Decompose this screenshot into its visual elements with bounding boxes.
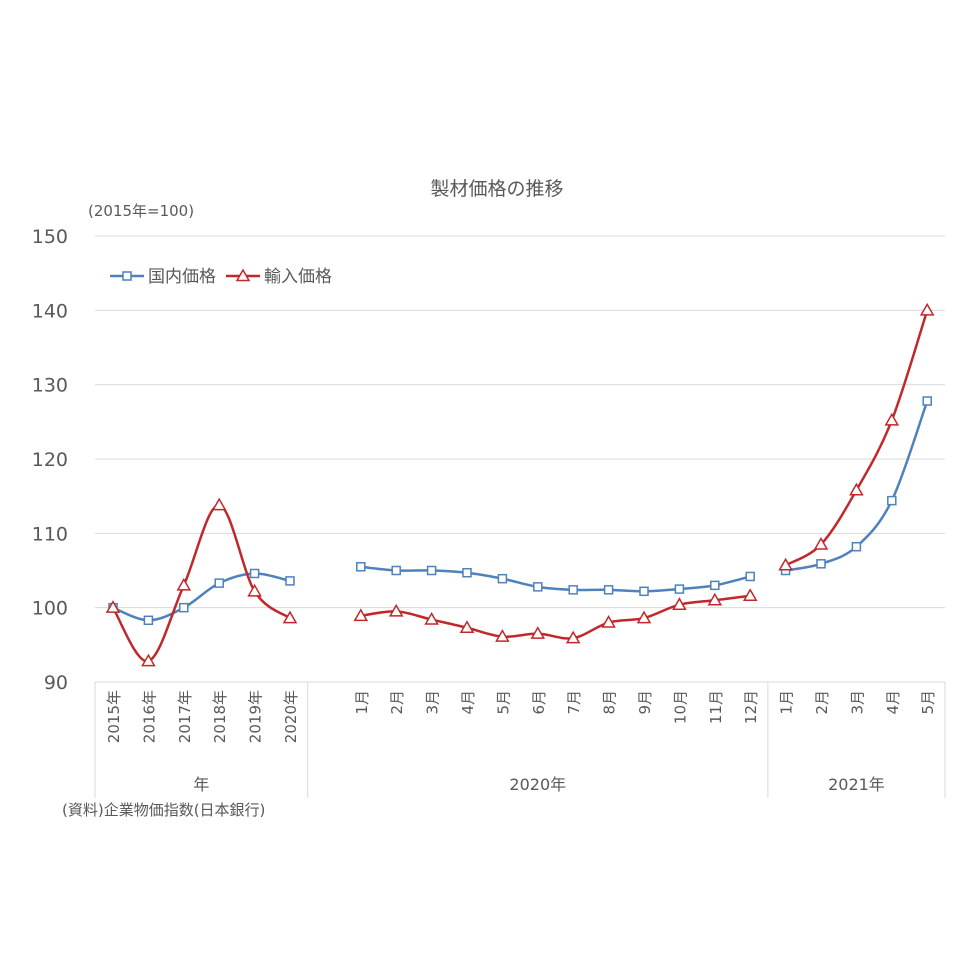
chart-title: 製材価格の推移 <box>430 178 563 200</box>
data-point <box>887 495 897 506</box>
x-tick-label: 2019年 <box>247 690 265 743</box>
y-tick-label: 90 <box>44 672 68 694</box>
x-tick-label: 2020年 <box>282 690 300 743</box>
x-tick-label: 2月 <box>388 690 406 715</box>
data-point <box>249 568 260 579</box>
data-point <box>672 597 687 610</box>
x-group-label: 2020年 <box>509 775 566 794</box>
legend-label: 国内価格 <box>148 267 216 287</box>
x-group-label: 年 <box>193 775 209 794</box>
legend-marker <box>235 268 251 282</box>
data-point <box>247 583 262 597</box>
data-point <box>426 565 437 576</box>
data-point <box>141 653 156 667</box>
data-point <box>710 580 720 591</box>
x-tick-label: 2016年 <box>140 690 158 743</box>
data-point <box>601 615 616 628</box>
y-tick-label: 140 <box>32 300 68 322</box>
x-tick-label: 2月 <box>813 690 831 715</box>
data-point <box>462 567 472 578</box>
legend-label: 輸入価格 <box>264 267 332 287</box>
y-tick-label: 150 <box>32 226 68 248</box>
data-point <box>639 586 649 597</box>
x-tick-label: 3月 <box>424 690 442 715</box>
x-tick-label: 5月 <box>919 690 937 715</box>
data-point <box>176 577 192 591</box>
data-point <box>211 497 227 511</box>
legend-item: 輸入価格 <box>226 267 332 287</box>
data-point <box>143 615 154 626</box>
y-tick-label: 110 <box>32 523 68 545</box>
data-point <box>884 412 900 426</box>
x-tick-label: 2017年 <box>176 690 194 743</box>
data-point <box>745 571 755 582</box>
data-point <box>424 612 439 625</box>
x-tick-label: 1月 <box>778 690 796 715</box>
data-point <box>533 582 543 592</box>
legend-item: 国内価格 <box>110 267 216 287</box>
data-point <box>495 629 510 642</box>
series-import-price <box>105 302 935 667</box>
data-point <box>565 630 581 644</box>
x-tick-label: 2018年 <box>211 690 229 743</box>
data-point <box>919 302 935 316</box>
data-point <box>282 610 298 624</box>
labels-layer: 90 100 110 120 130 140 150 2015年 2016年 2017年 2018年… <box>32 226 937 794</box>
x-tick-label: 5月 <box>494 690 512 715</box>
x-tick-label: 9月 <box>636 690 654 715</box>
data-point <box>707 592 723 606</box>
y-tick-label: 120 <box>32 449 68 471</box>
data-point <box>105 600 121 613</box>
x-tick-label: 8月 <box>601 690 619 715</box>
x-tick-label: 1月 <box>353 690 371 715</box>
data-point <box>356 562 366 572</box>
data-point <box>179 602 189 613</box>
gridlines <box>95 235 945 609</box>
x-tick-label: 10月 <box>671 690 689 724</box>
legend-marker <box>122 271 132 281</box>
y-axis-unit-label: (2015年=100) <box>88 202 194 220</box>
data-point <box>353 608 369 622</box>
x-tick-label: 3月 <box>848 690 866 715</box>
data-point <box>813 536 829 550</box>
x-tick-label: 6月 <box>530 690 548 715</box>
data-point <box>922 396 932 406</box>
data-point <box>388 603 404 617</box>
data-point <box>778 557 793 571</box>
x-tick-label: 4月 <box>459 690 477 715</box>
x-tick-label: 7月 <box>565 690 583 715</box>
y-tick-label: 100 <box>32 598 68 620</box>
data-point <box>851 541 862 552</box>
data-point <box>816 559 826 569</box>
data-point <box>459 620 475 633</box>
x-group-label: 2021年 <box>828 775 885 794</box>
x-tick-label: 4月 <box>884 690 902 715</box>
axes <box>94 681 946 798</box>
data-point <box>391 565 401 576</box>
data-point <box>674 584 685 594</box>
x-tick-label: 2015年 <box>105 690 123 743</box>
y-tick-label: 130 <box>32 375 68 397</box>
legend: 国内価格 輸入価格 <box>110 267 332 287</box>
data-point <box>568 585 578 595</box>
data-point <box>285 576 295 586</box>
data-point <box>742 588 758 602</box>
data-point <box>849 482 864 496</box>
x-tick-label: 11月 <box>707 690 725 724</box>
x-tick-label: 12月 <box>742 690 760 724</box>
data-point <box>530 626 546 639</box>
data-point <box>603 585 614 595</box>
data-point <box>636 610 652 624</box>
series-layer <box>105 302 935 667</box>
source-note: (資料)企業物価指数(日本銀行) <box>62 801 265 819</box>
data-point <box>214 578 224 588</box>
data-point <box>497 573 508 584</box>
